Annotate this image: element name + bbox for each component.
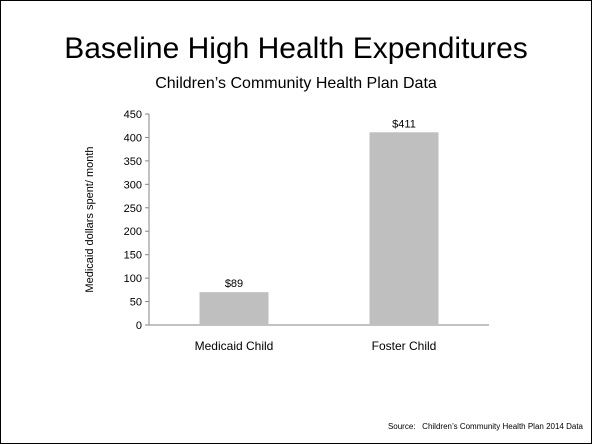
x-tick-label: Medicaid Child	[195, 339, 274, 353]
slide-title: Baseline High Health Expenditures	[64, 32, 528, 65]
y-axis-title: Medicaid dollars spent/ month	[84, 146, 96, 292]
y-tick-label: 150	[124, 250, 142, 262]
y-tick-label: 400	[124, 132, 142, 144]
y-tick-label: 50	[130, 297, 142, 309]
bar-data-label: $411	[392, 118, 416, 130]
bar-foster-child	[369, 132, 439, 325]
y-tick-label: 0	[136, 320, 142, 332]
y-tick-label: 300	[124, 179, 142, 191]
y-tick-label: 100	[124, 273, 142, 285]
source-note: Source: Children’s Community Health Plan…	[387, 422, 583, 431]
y-tick-label: 450	[124, 109, 142, 121]
x-tick-label: Foster Child	[372, 339, 437, 353]
y-tick-label: 250	[124, 203, 142, 215]
bar-medicaid-child	[199, 292, 269, 325]
y-tick-label: 350	[124, 156, 142, 168]
slide-subtitle: Children’s Community Health Plan Data	[155, 75, 437, 92]
y-tick-label: 200	[124, 226, 142, 238]
bar-data-label: $89	[225, 278, 243, 290]
